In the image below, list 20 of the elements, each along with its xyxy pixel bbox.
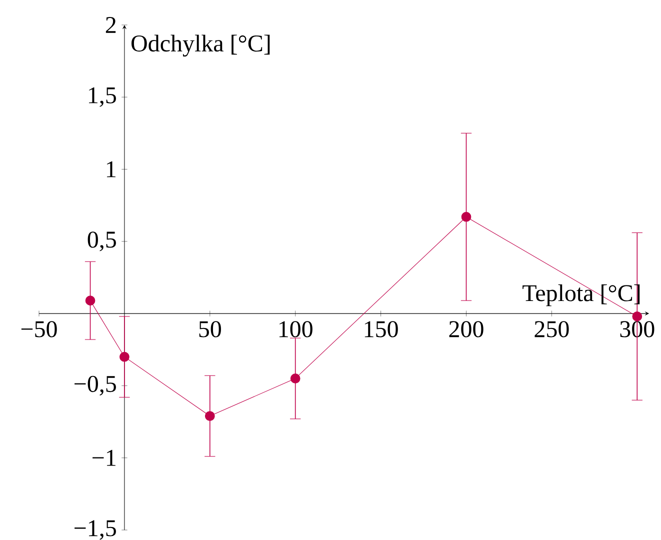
point: [461, 212, 472, 222]
x-tick-label: 150: [364, 321, 398, 338]
x-tick-label: 200: [449, 321, 484, 338]
point: [204, 411, 215, 421]
point: [85, 296, 96, 306]
y-tick-label: −1: [92, 450, 116, 466]
point: [632, 312, 642, 322]
x-tick-label: −50: [21, 321, 57, 338]
y-tick-label: −1,5: [74, 520, 116, 540]
y-tick-label: 2: [106, 17, 116, 33]
y-tick-label: 0,5: [88, 232, 116, 252]
x-tick-label: 50: [199, 321, 221, 338]
y-tick-label: 1: [107, 161, 116, 178]
x-tick-label: 250: [534, 321, 569, 338]
x-tick-label: 100: [279, 321, 312, 338]
y-tick-label: 1,5: [89, 87, 116, 107]
point: [120, 352, 130, 362]
y-tick-label: −0,5: [74, 376, 116, 396]
point: [290, 374, 300, 384]
y-axis-title: Odchylka [°C]: [132, 34, 270, 57]
